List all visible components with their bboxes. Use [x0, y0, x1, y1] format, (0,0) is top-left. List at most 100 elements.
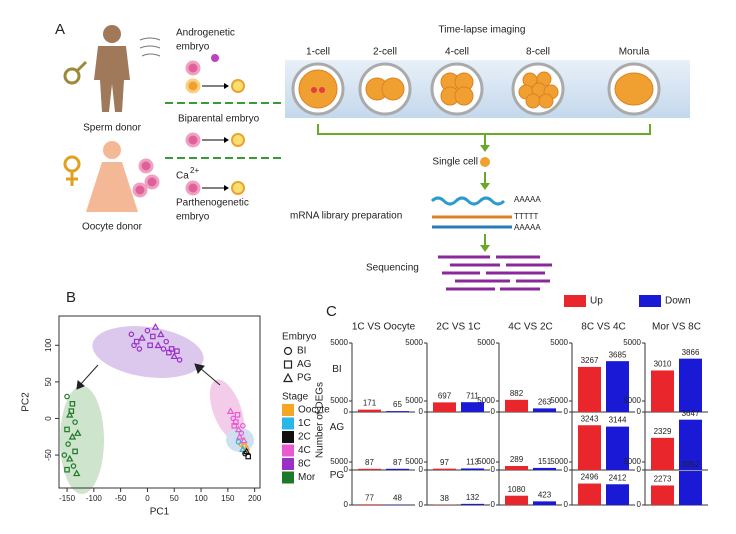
- legend-label: AG: [297, 359, 312, 370]
- x-tick-label: -150: [59, 494, 76, 503]
- point: [234, 425, 243, 433]
- embryo-stages: [291, 62, 661, 116]
- point: [66, 410, 74, 418]
- column-title: Mor VS 8C: [652, 322, 701, 333]
- bar: [505, 466, 528, 470]
- y-tick-label: 0: [564, 407, 569, 416]
- column-title: 4C VS 2C: [508, 322, 552, 333]
- y-tick-label: 5000: [477, 457, 495, 466]
- single-cell-icon: [480, 157, 490, 167]
- bar: [606, 361, 629, 412]
- legend-label: Up: [590, 296, 603, 307]
- y-tick-label: 0: [564, 500, 569, 509]
- y-axis-label: PC2: [21, 392, 32, 412]
- value-label: 113: [466, 458, 479, 467]
- workflow-arrows: [317, 124, 651, 252]
- point: [226, 407, 235, 414]
- point: [151, 323, 160, 330]
- legend-label: Mor: [298, 472, 316, 483]
- cluster-arrows: [76, 363, 221, 390]
- point: [69, 401, 76, 407]
- y-tick-label: 5000: [405, 396, 423, 405]
- point: [61, 452, 68, 458]
- point: [131, 342, 137, 349]
- x-tick-label: 100: [194, 494, 208, 503]
- value-label: 87: [365, 458, 374, 467]
- bar: [606, 426, 629, 470]
- y-tick-label: 0: [344, 407, 349, 416]
- value-label: 697: [438, 391, 452, 400]
- point: [240, 436, 248, 444]
- point: [72, 419, 78, 425]
- bar: [358, 504, 381, 505]
- value-label: 2273: [654, 475, 672, 484]
- y-tick-label: 5000: [550, 457, 568, 466]
- panel-label: C: [326, 303, 337, 320]
- value-label: 3243: [581, 414, 599, 423]
- value-label: 3685: [609, 350, 627, 359]
- point: [163, 338, 170, 345]
- legend-swatch: [282, 471, 294, 484]
- column-title: 8C VS 4C: [581, 322, 625, 333]
- point: [72, 448, 78, 455]
- bar: [433, 468, 456, 470]
- bar: [461, 468, 484, 470]
- y-tick-label: 5000: [330, 338, 348, 347]
- point: [242, 447, 251, 455]
- bar: [578, 425, 601, 470]
- legend-marker: [283, 346, 293, 356]
- bar: [578, 366, 601, 412]
- y-tick-label: 5000: [550, 338, 568, 347]
- bar: [386, 468, 409, 470]
- y-tick-label: 5000: [623, 338, 641, 347]
- point: [245, 453, 252, 460]
- legend-label: 8C: [298, 459, 311, 470]
- stage-label: 8-cell: [526, 47, 550, 58]
- bar: [578, 483, 601, 505]
- value-label: 171: [363, 399, 377, 408]
- point: [157, 330, 165, 338]
- x-tick-label: 0: [145, 494, 150, 503]
- legend-title: Embryo: [282, 332, 317, 343]
- bar: [679, 471, 702, 505]
- value-label: 2496: [581, 473, 599, 482]
- panel-label: B: [66, 289, 76, 306]
- bar: [461, 402, 484, 412]
- legend-label: 2C: [298, 432, 311, 443]
- row-label: PG: [330, 470, 345, 481]
- y-tick-label: 0: [344, 465, 349, 474]
- point: [136, 346, 143, 352]
- sequencing-label: Sequencing: [366, 263, 419, 274]
- legend-label: 4C: [298, 445, 311, 456]
- point: [66, 454, 74, 462]
- value-label: 132: [466, 493, 480, 502]
- point: [176, 357, 183, 363]
- x-tick-label: -50: [115, 494, 127, 503]
- y-tick-label: 0: [491, 465, 496, 474]
- point: [70, 463, 77, 469]
- value-label: 263: [538, 397, 552, 406]
- legend-marker: [283, 360, 293, 369]
- single-cell-label: Single cell: [432, 157, 478, 168]
- legend-label: 1C: [298, 418, 311, 429]
- point: [235, 432, 244, 440]
- x-tick-label: 200: [248, 494, 262, 503]
- point: [68, 408, 75, 414]
- plot-frame: [58, 315, 261, 489]
- calcium-charge: 2+: [190, 166, 199, 175]
- library-label: mRNA library preparation: [290, 211, 402, 222]
- y-tick-label: 5000: [477, 396, 495, 405]
- y-tick-label: 0: [564, 465, 569, 474]
- y-tick-label: 5000: [477, 338, 495, 347]
- sequencing-reads: [438, 255, 552, 291]
- y-tick-label: 50: [44, 377, 53, 386]
- point: [239, 445, 247, 453]
- bar: [679, 358, 702, 412]
- legend-swatch: [282, 458, 294, 470]
- point: [64, 466, 70, 473]
- value-label: 711: [466, 391, 479, 400]
- point: [231, 422, 238, 429]
- bar: [533, 501, 556, 505]
- y-tick-label: 0: [419, 465, 424, 474]
